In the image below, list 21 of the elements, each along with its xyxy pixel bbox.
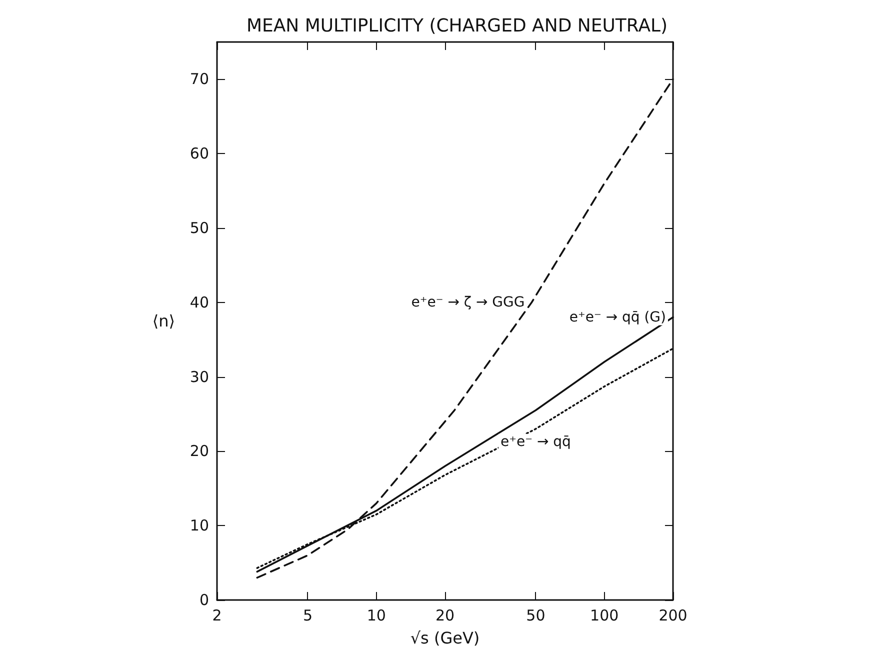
y-tick-label: 0 bbox=[199, 591, 209, 609]
y-axis-title: ⟨n⟩ bbox=[152, 312, 175, 330]
y-tick-label: 40 bbox=[190, 293, 209, 312]
x-tick-label: 20 bbox=[435, 606, 455, 624]
y-tick-label: 20 bbox=[190, 442, 209, 460]
series-label: e⁺e⁻ → ζ → GGG bbox=[411, 294, 525, 310]
series-label: e⁺e⁻ → qq̄ bbox=[500, 434, 571, 450]
y-tick-label: 60 bbox=[190, 144, 209, 163]
x-tick-label: 5 bbox=[302, 606, 313, 624]
legend-label: e⁺e⁻ → qq̄ (G) bbox=[569, 309, 666, 326]
y-tick-label: 50 bbox=[190, 219, 209, 237]
chart-title: MEAN MULTIPLICITY (CHARGED AND NEUTRAL) bbox=[246, 16, 668, 36]
y-tick-label: 10 bbox=[190, 516, 209, 535]
y-tick-label: 70 bbox=[190, 70, 209, 88]
x-tick-label: 50 bbox=[526, 606, 546, 624]
x-tick-label: 100 bbox=[590, 606, 619, 624]
x-tick-label: 200 bbox=[658, 606, 688, 624]
x-tick-label: 10 bbox=[366, 606, 386, 624]
x-tick-label: 2 bbox=[212, 606, 222, 624]
y-tick-label: 30 bbox=[190, 368, 209, 386]
x-axis-title: √s (GeV) bbox=[410, 628, 480, 648]
